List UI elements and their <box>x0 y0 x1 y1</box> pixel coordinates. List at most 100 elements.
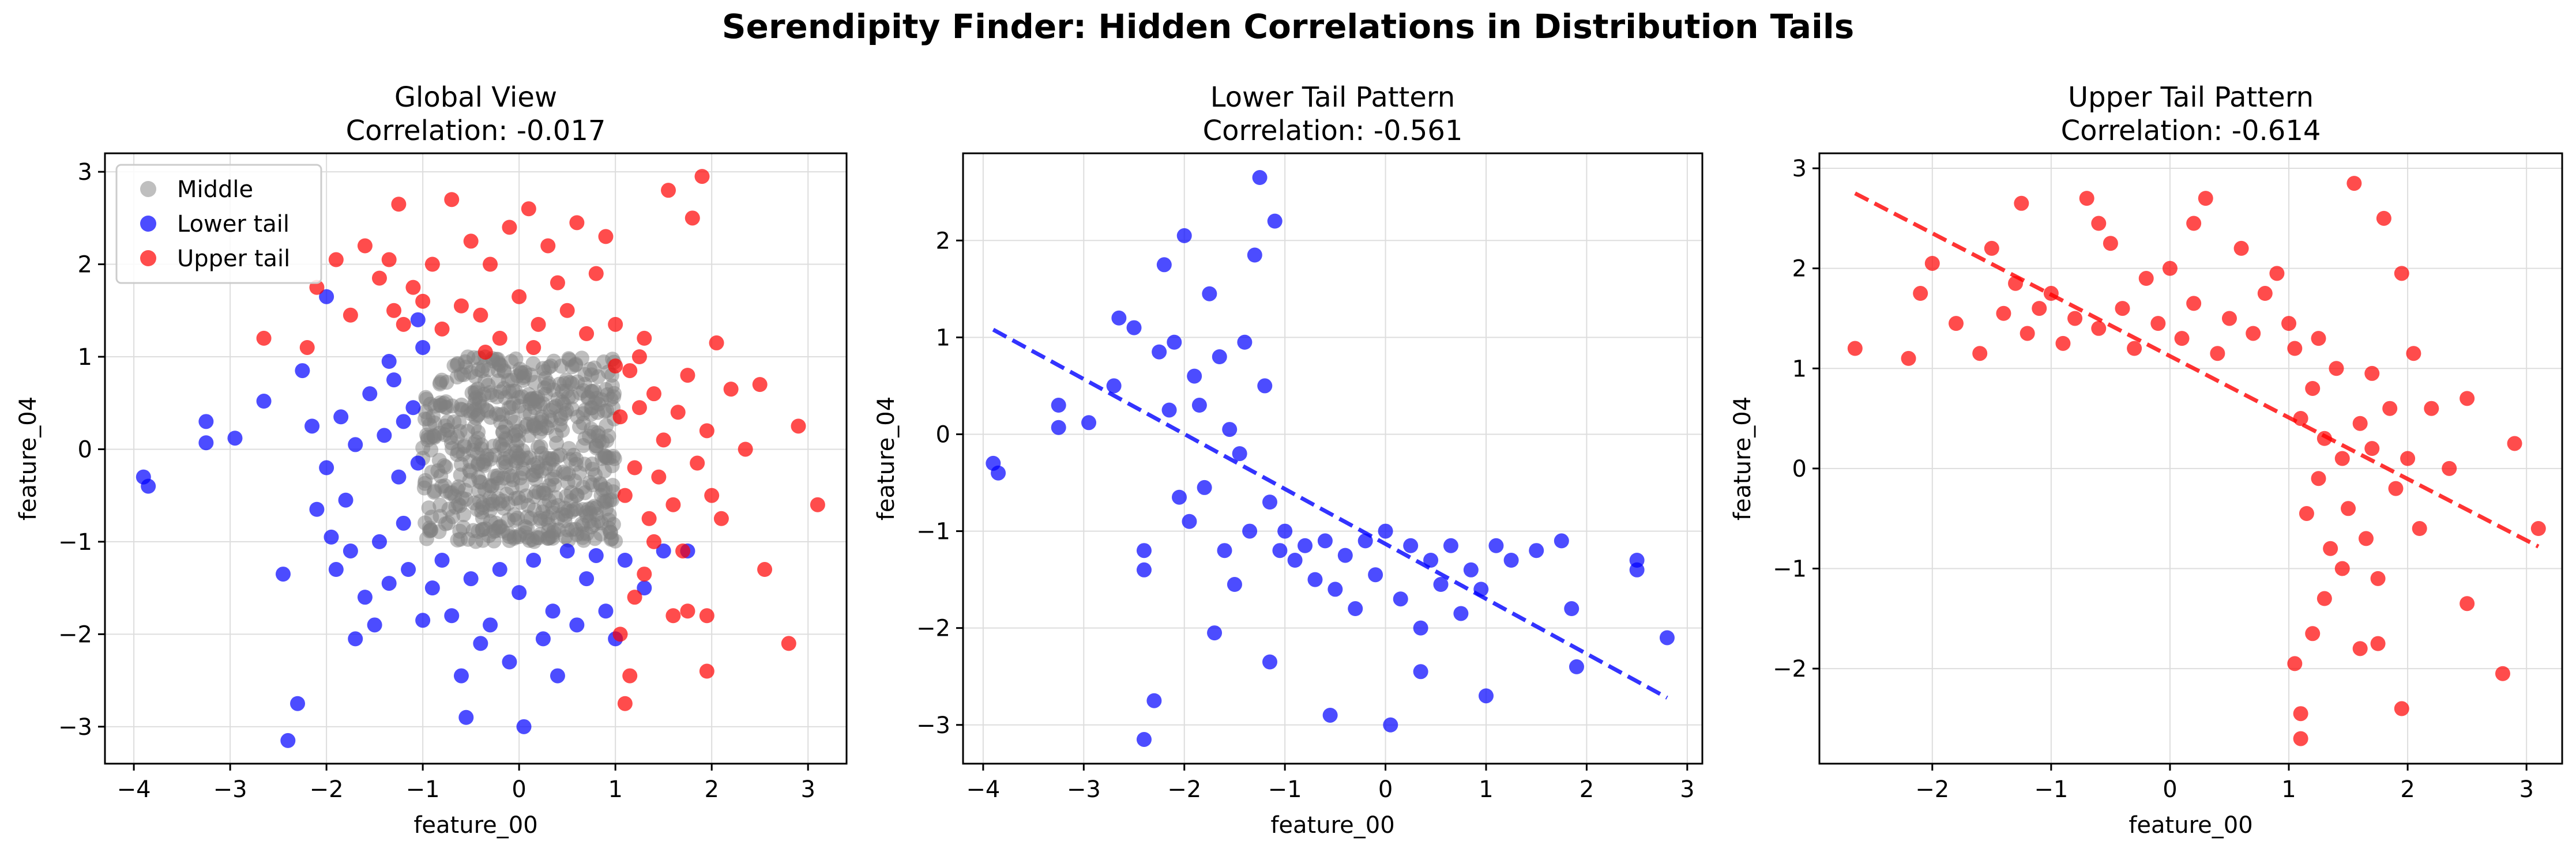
panel-subtitle: Correlation: -0.561 <box>1203 115 1463 147</box>
x-tick-label: −1 <box>1268 776 1302 803</box>
y-tick-label: −2 <box>916 616 950 642</box>
x-tick-label: −4 <box>966 776 1000 803</box>
data-point <box>550 668 565 684</box>
data-point <box>558 466 573 481</box>
data-point <box>1378 523 1393 539</box>
data-point <box>443 430 458 446</box>
data-point <box>1488 538 1504 553</box>
data-point <box>477 373 492 389</box>
data-point <box>319 289 334 304</box>
data-point <box>2162 261 2178 276</box>
data-point <box>2370 636 2386 651</box>
data-point <box>2186 296 2202 311</box>
data-point <box>526 339 541 355</box>
data-point <box>694 169 710 184</box>
data-point <box>423 442 439 458</box>
data-point <box>532 527 548 542</box>
data-point <box>713 511 729 526</box>
data-point <box>1242 523 1258 539</box>
legend-marker <box>140 216 156 232</box>
data-point <box>2293 731 2308 746</box>
data-point <box>2014 195 2029 211</box>
data-point <box>540 238 556 254</box>
data-point <box>386 372 402 388</box>
data-point <box>598 603 614 619</box>
data-point <box>1252 170 1268 186</box>
data-point <box>690 455 705 471</box>
data-point <box>585 477 600 493</box>
panel-title: Lower Tail Pattern <box>1210 81 1455 114</box>
data-point <box>1227 577 1242 592</box>
data-point <box>2287 341 2303 356</box>
data-point <box>601 428 616 444</box>
data-point <box>490 470 505 486</box>
data-point <box>483 256 498 272</box>
y-axis-label: feature_04 <box>15 397 42 520</box>
data-point <box>586 424 602 440</box>
data-point <box>1197 480 1212 495</box>
data-point <box>752 377 768 392</box>
data-point <box>458 709 474 725</box>
data-point <box>1217 543 1232 558</box>
data-point <box>588 266 604 281</box>
data-point <box>593 526 609 542</box>
data-point <box>1413 664 1428 680</box>
data-point <box>424 256 440 272</box>
data-point <box>471 407 486 422</box>
data-point <box>502 654 517 670</box>
data-point <box>2334 451 2350 466</box>
data-point <box>559 488 574 504</box>
data-point <box>2079 191 2094 206</box>
data-point <box>492 562 507 578</box>
data-point <box>1433 577 1449 592</box>
y-axis-label: feature_04 <box>1729 397 1756 520</box>
data-point <box>471 362 486 378</box>
x-tick-label: 1 <box>2281 776 2296 803</box>
y-tick-label: 3 <box>1792 156 1807 182</box>
data-point <box>1478 688 1494 704</box>
y-tick-label: 0 <box>78 436 92 463</box>
data-point <box>599 493 615 509</box>
data-point <box>456 520 471 535</box>
data-point <box>1368 567 1383 583</box>
series-lower-tail <box>136 289 695 748</box>
data-point <box>622 363 638 379</box>
data-point <box>646 534 661 549</box>
data-point <box>510 511 525 526</box>
y-tick-label: 3 <box>78 159 92 186</box>
data-point <box>2406 346 2421 361</box>
data-point <box>781 636 796 651</box>
data-point <box>450 532 465 548</box>
data-point <box>1984 240 1999 256</box>
data-point <box>371 270 387 286</box>
data-point <box>338 492 354 508</box>
x-tick-label: 3 <box>2519 776 2533 803</box>
data-point <box>1207 625 1223 641</box>
data-point <box>617 696 633 711</box>
data-point <box>637 330 652 346</box>
data-point <box>386 303 402 318</box>
plot-area <box>136 169 825 748</box>
data-point <box>333 409 349 425</box>
data-point <box>641 511 657 526</box>
data-point <box>1996 305 2011 321</box>
data-point <box>612 626 628 642</box>
x-tick-label: 0 <box>512 776 526 803</box>
data-point <box>513 470 528 486</box>
data-point <box>2198 191 2213 206</box>
data-point <box>528 420 543 436</box>
data-point <box>357 238 373 254</box>
data-point <box>699 608 714 624</box>
data-point <box>486 439 502 454</box>
data-point <box>791 418 806 434</box>
legend-marker <box>140 181 156 197</box>
data-point <box>545 603 561 619</box>
data-point <box>1182 514 1197 529</box>
data-point <box>515 443 531 459</box>
data-point <box>497 363 512 378</box>
data-point <box>391 469 407 485</box>
data-point <box>1247 247 1262 263</box>
data-point <box>2091 216 2107 231</box>
data-point <box>1187 368 1202 384</box>
data-point <box>2115 301 2130 316</box>
